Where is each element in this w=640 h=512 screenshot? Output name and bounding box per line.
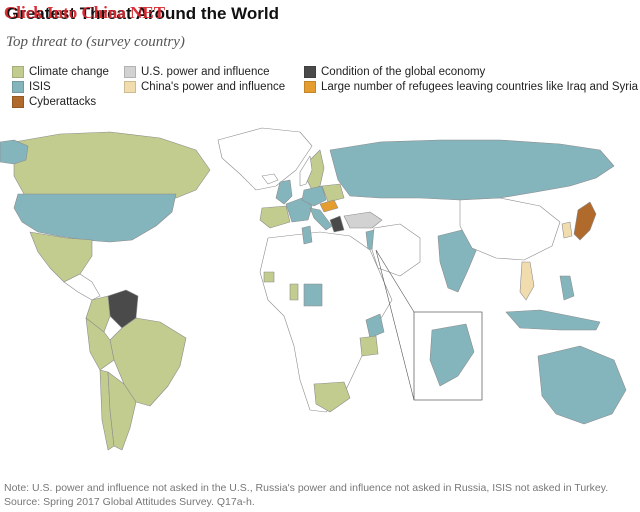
legend-swatch [304,81,316,93]
italy [309,207,333,231]
footnote: Note: U.S. power and influence not asked… [4,482,609,494]
china [459,197,561,261]
france [285,197,313,223]
iceland [261,173,279,185]
source-line: Source: Spring 2017 Global Attitudes Sur… [4,496,255,508]
philippines [559,275,575,301]
hungary [319,199,339,213]
world-map [0,127,627,451]
alaska [0,139,29,165]
nigeria [303,283,323,307]
russia [329,139,615,201]
poland [321,183,345,203]
legend-label: Large number of refugees leaving countri… [321,81,639,93]
central-america [63,273,101,301]
map-title: Greatest Threat Around the World [6,4,279,23]
legend-label: ISIS [29,81,51,93]
legend: Climate change U.S. power and influence … [12,66,638,118]
legend-swatch [124,81,136,93]
watermark-logo: Click Into China NET [4,3,166,22]
senegal [263,271,275,283]
legend-swatch [12,66,24,78]
tanzania [359,335,379,357]
argentina [107,371,137,451]
legend-item-cyberattacks: Cyberattacks [12,96,96,108]
legend-item-china-power: China's power and influence [124,81,285,93]
legend-label: Climate change [29,66,109,78]
mexico [29,231,93,283]
map-subtitle: Top threat to (survey country) [6,34,185,50]
kenya [365,313,385,339]
legend-label: Condition of the global economy [321,66,486,78]
legend-swatch [124,66,136,78]
legend-label: Cyberattacks [29,96,97,108]
legend-label: U.S. power and influence [141,66,270,78]
legend-item-us-power: U.S. power and influence [124,66,270,78]
ghana [289,283,299,301]
peru [85,317,115,371]
spain [259,205,291,229]
indonesia [505,309,601,331]
inset-connector [375,249,415,401]
south-africa [313,381,351,413]
inset-jordan [429,323,475,387]
greenland [217,127,313,191]
greece [329,215,345,233]
united-states [13,193,177,243]
germany [301,185,327,207]
middle-east [371,223,421,277]
turkey [343,211,383,229]
legend-swatch [12,96,24,108]
legend-swatch [12,81,24,93]
legend-item-refugees: Large number of refugees leaving countri… [304,81,638,93]
south-korea [561,221,573,239]
legend-item-global-economy: Condition of the global economy [304,66,485,78]
vietnam [519,261,535,301]
legend-item-climate-change: Climate change [12,66,109,78]
united-kingdom [275,179,293,205]
japan [573,201,597,241]
legend-item-isis: ISIS [12,81,51,93]
australia [537,345,627,425]
norway [299,155,313,187]
legend-label: China's power and influence [141,81,286,93]
canada [13,131,211,199]
tunisia [301,225,313,245]
inset-connector [375,249,415,313]
legend-swatch [304,66,316,78]
